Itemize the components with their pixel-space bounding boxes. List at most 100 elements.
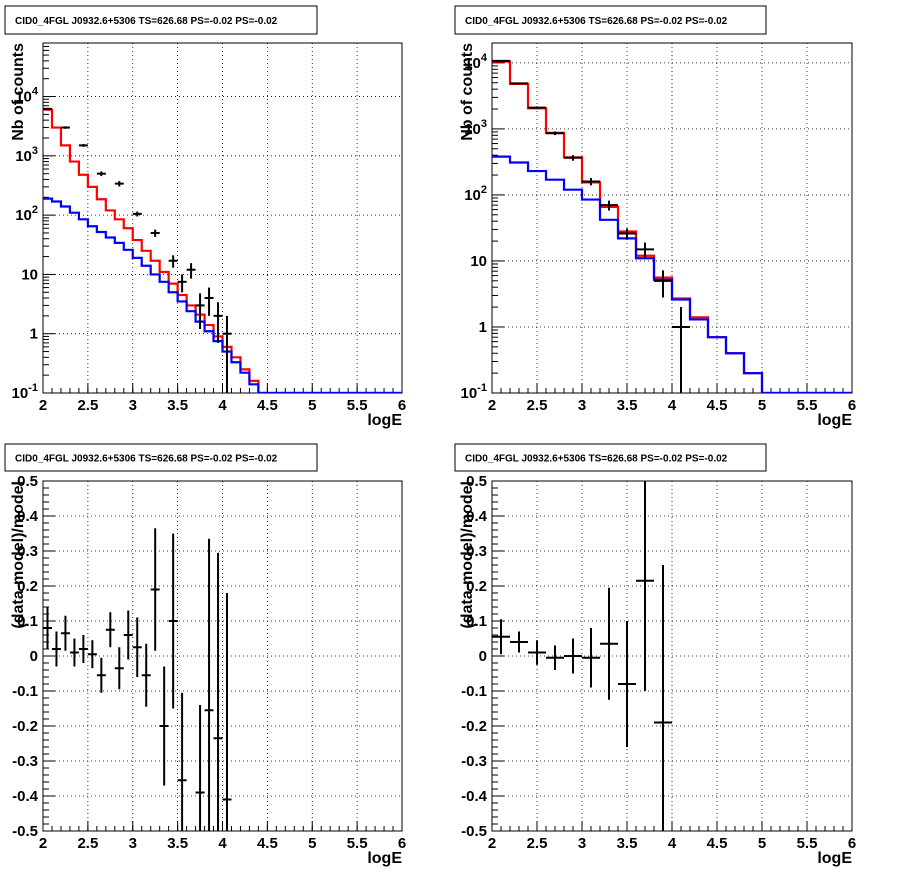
y-axis-label: Nb of counts xyxy=(459,43,476,141)
title-box xyxy=(4,5,318,35)
data-point xyxy=(186,263,196,279)
y-axis-label: (data-model)/model xyxy=(459,481,476,629)
title-box xyxy=(454,5,767,35)
x-tick-label: 4.5 xyxy=(257,397,278,414)
data-point xyxy=(618,228,636,240)
x-tick-label: 3.5 xyxy=(617,397,638,414)
y-tick-label: 0.5 xyxy=(466,473,487,490)
x-tick-label: 2.5 xyxy=(527,835,548,852)
data-point xyxy=(96,171,106,177)
residual-point xyxy=(168,533,178,709)
residual-point xyxy=(87,640,97,669)
data-point xyxy=(582,178,600,186)
x-tick-label: 3.5 xyxy=(167,397,188,414)
y-tick-label: 0.4 xyxy=(17,508,39,525)
data-point xyxy=(672,307,690,393)
x-tick-label: 4.5 xyxy=(257,835,278,852)
x-tick-label: 4 xyxy=(218,397,227,414)
x-tick-label: 5.5 xyxy=(797,835,818,852)
y-tick-label: 10-1 xyxy=(12,382,38,402)
residual-point xyxy=(114,647,124,690)
x-tick-label: 2.5 xyxy=(527,397,548,414)
panel-top-left-counts: CID0_4FGL J0932.6+5306 TS=626.68 PS=-0.0… xyxy=(4,5,406,429)
y-tick-label: 104 xyxy=(464,52,488,72)
residual-point xyxy=(132,617,142,677)
x-tick-label: 6 xyxy=(848,835,856,852)
data-point xyxy=(43,107,52,110)
y-tick-label: 0.3 xyxy=(17,543,38,560)
y-axis-label: Nb of counts xyxy=(10,43,27,141)
data-point xyxy=(564,155,582,161)
y-tick-label: 10 xyxy=(470,253,487,270)
x-tick-label: 5 xyxy=(308,397,316,414)
data-point xyxy=(510,82,528,85)
y-tick-label: -0.2 xyxy=(12,718,38,735)
x-tick-label: 3 xyxy=(129,835,137,852)
residual-point xyxy=(528,640,546,665)
x-tick-label: 4.5 xyxy=(707,397,728,414)
y-tick-label: 0.3 xyxy=(466,543,487,560)
residual-point xyxy=(582,628,600,688)
data-point xyxy=(132,211,142,217)
y-tick-label: 10 xyxy=(21,266,38,283)
x-axis-label: logE xyxy=(817,412,852,429)
y-axis-label: (data-model)/model xyxy=(10,481,27,629)
data-point xyxy=(114,181,124,187)
residual-point xyxy=(546,645,564,670)
model-component-line xyxy=(492,155,852,393)
residual-point xyxy=(654,565,672,831)
residual-point xyxy=(51,631,61,667)
x-tick-label: 3 xyxy=(578,835,586,852)
residual-point xyxy=(69,638,79,667)
residual-point xyxy=(204,538,214,831)
x-axis-label: logE xyxy=(367,412,402,429)
y-tick-label: -0.5 xyxy=(12,823,38,840)
chart-title: CID0_4FGL J0932.6+5306 TS=626.68 PS=-0.0… xyxy=(465,454,728,465)
x-axis-label: logE xyxy=(367,850,402,867)
x-tick-label: 2.5 xyxy=(77,397,98,414)
y-tick-label: -0.1 xyxy=(461,683,487,700)
residual-point xyxy=(636,481,654,691)
data-point xyxy=(213,302,223,343)
y-tick-label: 0.4 xyxy=(466,508,488,525)
residual-point xyxy=(213,552,223,831)
y-tick-label: 0.5 xyxy=(17,473,38,490)
x-tick-label: 2 xyxy=(39,397,47,414)
x-tick-label: 5 xyxy=(758,835,766,852)
residual-point xyxy=(141,643,151,707)
x-tick-label: 2 xyxy=(488,835,496,852)
y-tick-label: 10-1 xyxy=(461,382,487,402)
x-tick-label: 3.5 xyxy=(617,835,638,852)
residual-point xyxy=(492,619,510,655)
x-tick-label: 3 xyxy=(129,397,137,414)
y-tick-label: -0.5 xyxy=(461,823,487,840)
y-tick-label: 0.2 xyxy=(466,578,487,595)
y-tick-label: 104 xyxy=(15,86,39,106)
y-tick-label: -0.2 xyxy=(461,718,487,735)
plot-frame xyxy=(491,42,853,394)
data-point xyxy=(492,59,510,62)
y-tick-label: 0.1 xyxy=(17,613,38,630)
data-point xyxy=(222,315,232,393)
residual-point xyxy=(96,657,106,693)
y-tick-label: -0.3 xyxy=(12,753,38,770)
y-tick-label: 102 xyxy=(15,204,38,224)
x-tick-label: 2.5 xyxy=(77,835,98,852)
chart-title: CID0_4FGL J0932.6+5306 TS=626.68 PS=-0.0… xyxy=(15,454,278,465)
x-tick-label: 5.5 xyxy=(347,835,368,852)
panel-bottom-left-residuals: CID0_4FGL J0932.6+5306 TS=626.68 PS=-0.0… xyxy=(4,443,406,867)
y-tick-label: 1 xyxy=(30,326,38,343)
x-tick-label: 6 xyxy=(398,835,406,852)
chart-title: CID0_4FGL J0932.6+5306 TS=626.68 PS=-0.0… xyxy=(15,16,278,27)
title-box xyxy=(4,443,318,472)
x-tick-label: 4.5 xyxy=(707,835,728,852)
residual-point xyxy=(150,528,160,651)
data-point xyxy=(168,255,178,268)
residual-point xyxy=(123,610,133,660)
residual-point xyxy=(222,593,232,831)
data-point xyxy=(150,229,160,237)
x-tick-label: 5.5 xyxy=(797,397,818,414)
x-tick-label: 3.5 xyxy=(167,835,188,852)
y-tick-label: -0.1 xyxy=(12,683,38,700)
